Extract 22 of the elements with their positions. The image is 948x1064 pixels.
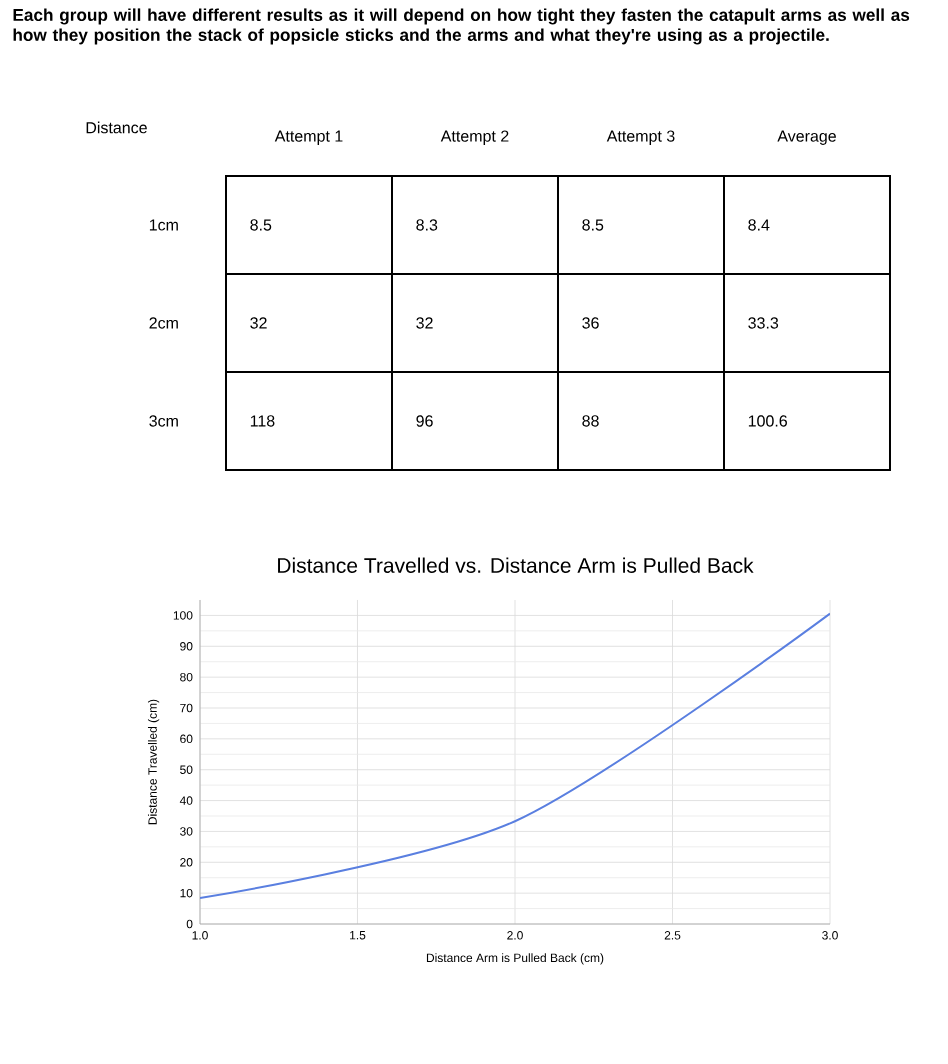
- data-label: 8.5: [582, 219, 604, 231]
- data-label: 32: [250, 317, 267, 329]
- y-tick-label: 2cm: [149, 317, 178, 329]
- x-tick-label: Average: [777, 130, 836, 145]
- data-label: 100.6: [748, 415, 787, 427]
- y-axis-title: Distance: [86, 121, 147, 134]
- data-label: 36: [582, 317, 599, 329]
- data-label: 32: [416, 317, 433, 329]
- x-tick-label: Attempt 1: [274, 130, 343, 145]
- y-tick-label: 3cm: [149, 415, 178, 427]
- chart-title: Distance Travelled vs. Distance Arm is Pulled Back: [278, 557, 754, 573]
- data-label: 8.3: [416, 219, 438, 231]
- data-label: 118: [250, 415, 275, 427]
- x-tick-label: Attempt 2: [440, 130, 509, 145]
- data-label: 88: [582, 415, 599, 427]
- chart-title: Each group will have different results as it will depend on how tight they fasten the catapult arms as well as how they position the stack of popsicle sticks and the arms and what they're using as a projectile.: [13, 8, 910, 45]
- data-label: 8.4: [748, 219, 770, 231]
- data-label: 33.3: [748, 317, 779, 329]
- data-label: 96: [416, 415, 433, 427]
- y-tick-label: 1cm: [149, 219, 178, 231]
- x-tick-label: Attempt 3: [606, 130, 675, 145]
- data-label: 8.5: [250, 219, 272, 231]
